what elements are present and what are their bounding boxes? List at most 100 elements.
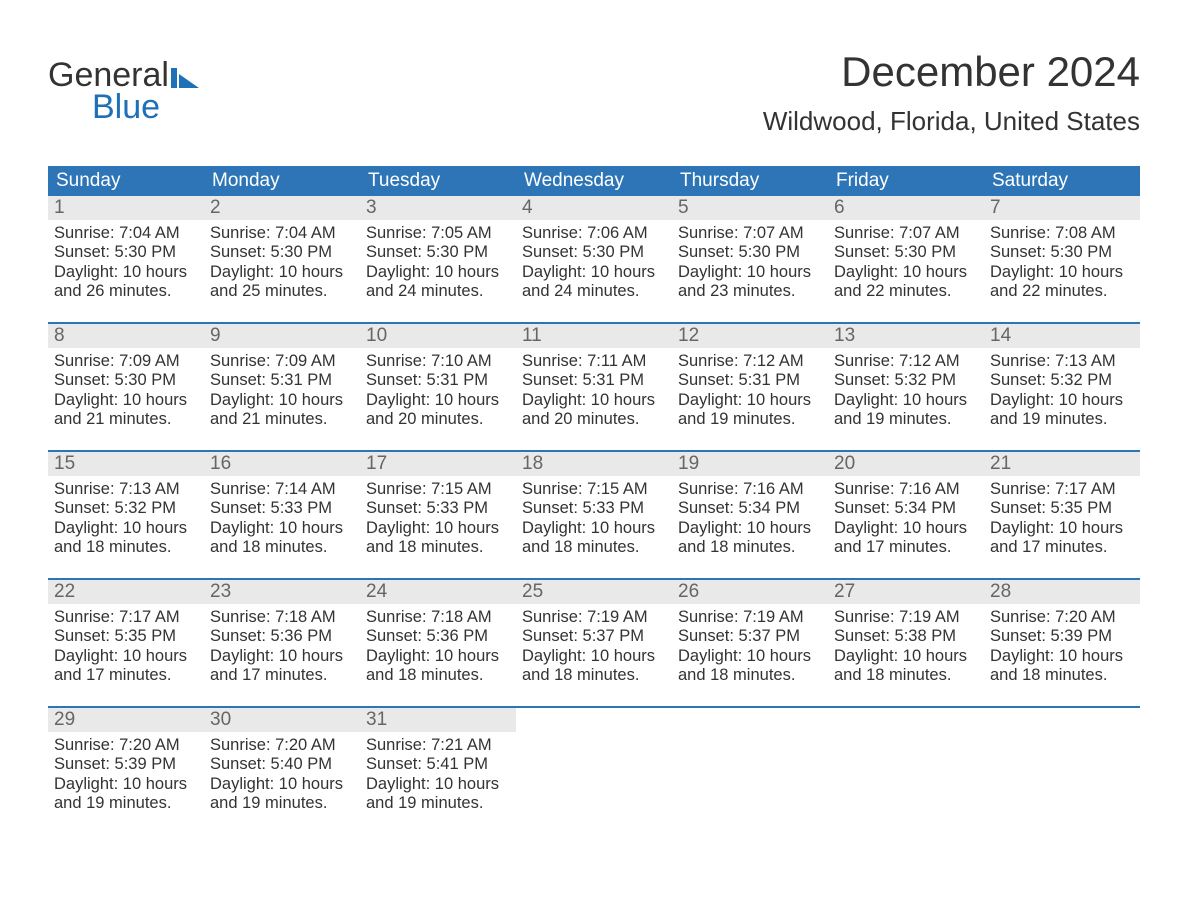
sunset-text: Sunset: 5:31 PM (366, 371, 510, 390)
header: General Blue December 2024 Wildwood, Flo… (48, 40, 1140, 150)
daylight-text-2: and 21 minutes. (210, 410, 354, 429)
day-cell: 28 Sunrise: 7:20 AMSunset: 5:39 PMDayligh… (984, 580, 1140, 692)
sunrise-text: Sunrise: 7:10 AM (366, 352, 510, 371)
sunset-text: Sunset: 5:30 PM (990, 243, 1134, 262)
day-cell: 5Sunrise: 7:07 AMSunset: 5:30 PMDaylight… (672, 196, 828, 308)
daylight-text-2: and 17 minutes. (990, 538, 1134, 557)
daylight-text-2: and 19 minutes. (210, 794, 354, 813)
daylight-text-1: Daylight: 10 hours (678, 263, 822, 282)
daylight-text-1: Daylight: 10 hours (366, 263, 510, 282)
daylight-text-1: Daylight: 10 hours (54, 775, 198, 794)
daylight-text-2: and 18 minutes. (522, 538, 666, 557)
daylight-text-1: Daylight: 10 hours (990, 391, 1134, 410)
week-row: 15Sunrise: 7:13 AMSunset: 5:32 PMDayligh… (48, 450, 1140, 564)
dow-friday: Friday (828, 170, 984, 192)
sunrise-text: Sunrise: 7:04 AM (54, 224, 198, 243)
logo-text-2: Blue (48, 90, 199, 124)
sunrise-text: Sunrise: 7:20 AM (210, 736, 354, 755)
day-details: Sunrise: 7:16 AMSunset: 5:34 PMDaylight:… (678, 480, 822, 558)
sunrise-text: Sunrise: 7:06 AM (522, 224, 666, 243)
day-cell: 6Sunrise: 7:07 AMSunset: 5:30 PMDaylight… (828, 196, 984, 308)
day-cell: 22Sunrise: 7:17 AMSunset: 5:35 PMDayligh… (48, 580, 204, 692)
sunset-text: Sunset: 5:31 PM (210, 371, 354, 390)
sunrise-text: Sunrise: 7:09 AM (210, 352, 354, 371)
day-details: Sunrise: 7:06 AMSunset: 5:30 PMDaylight:… (522, 224, 666, 302)
day-cell: 15Sunrise: 7:13 AMSunset: 5:32 PMDayligh… (48, 452, 204, 564)
daylight-text-1: Daylight: 10 hours (834, 263, 978, 282)
logo-flag-icon (171, 60, 199, 94)
day-number: 15 (48, 452, 204, 476)
day-number: 21 (984, 452, 1140, 476)
day-number: 3 (360, 196, 516, 220)
day-details: Sunrise: 7:20 AMSunset: 5:39 PMDaylight:… (990, 608, 1134, 686)
day-cell: 30Sunrise: 7:20 AMSunset: 5:40 PMDayligh… (204, 708, 360, 820)
daylight-text-2: and 19 minutes. (990, 410, 1134, 429)
day-number: 5 (672, 196, 828, 220)
daylight-text-2: and 22 minutes. (834, 282, 978, 301)
day-details: Sunrise: 7:09 AMSunset: 5:30 PMDaylight:… (54, 352, 198, 430)
day-details: Sunrise: 7:17 AMSunset: 5:35 PMDaylight:… (990, 480, 1134, 558)
sunset-text: Sunset: 5:38 PM (834, 627, 978, 646)
dow-monday: Monday (204, 170, 360, 192)
sunrise-text: Sunrise: 7:14 AM (210, 480, 354, 499)
day-of-week-header: Sunday Monday Tuesday Wednesday Thursday… (48, 166, 1140, 196)
daylight-text-2: and 25 minutes. (210, 282, 354, 301)
page-subtitle: Wildwood, Florida, United States (763, 106, 1140, 137)
daylight-text-2: and 17 minutes. (834, 538, 978, 557)
sunset-text: Sunset: 5:41 PM (366, 755, 510, 774)
dow-tuesday: Tuesday (360, 170, 516, 192)
sunrise-text: Sunrise: 7:15 AM (366, 480, 510, 499)
daylight-text-1: Daylight: 10 hours (210, 263, 354, 282)
day-number: 28 (984, 580, 1140, 604)
day-details: Sunrise: 7:13 AMSunset: 5:32 PMDaylight:… (990, 352, 1134, 430)
day-cell: 18Sunrise: 7:15 AMSunset: 5:33 PMDayligh… (516, 452, 672, 564)
day-cell: 9Sunrise: 7:09 AMSunset: 5:31 PMDaylight… (204, 324, 360, 436)
day-number: 20 (828, 452, 984, 476)
day-number: 6 (828, 196, 984, 220)
day-details: Sunrise: 7:04 AMSunset: 5:30 PMDaylight:… (54, 224, 198, 302)
sunset-text: Sunset: 5:30 PM (54, 371, 198, 390)
sunset-text: Sunset: 5:39 PM (54, 755, 198, 774)
daylight-text-2: and 18 minutes. (366, 538, 510, 557)
daylight-text-1: Daylight: 10 hours (54, 519, 198, 538)
sunset-text: Sunset: 5:39 PM (990, 627, 1134, 646)
day-cell: 13Sunrise: 7:12 AMSunset: 5:32 PMDayligh… (828, 324, 984, 436)
day-cell: 17Sunrise: 7:15 AMSunset: 5:33 PMDayligh… (360, 452, 516, 564)
sunrise-text: Sunrise: 7:20 AM (54, 736, 198, 755)
daylight-text-2: and 23 minutes. (678, 282, 822, 301)
daylight-text-1: Daylight: 10 hours (210, 391, 354, 410)
daylight-text-1: Daylight: 10 hours (210, 775, 354, 794)
sunset-text: Sunset: 5:34 PM (834, 499, 978, 518)
page-title: December 2024 (841, 48, 1140, 96)
day-cell: 7Sunrise: 7:08 AMSunset: 5:30 PMDaylight… (984, 196, 1140, 308)
sunrise-text: Sunrise: 7:12 AM (678, 352, 822, 371)
day-number: 31 (360, 708, 516, 732)
daylight-text-2: and 17 minutes. (210, 666, 354, 685)
sunset-text: Sunset: 5:33 PM (522, 499, 666, 518)
day-cell: 29Sunrise: 7:20 AMSunset: 5:39 PMDayligh… (48, 708, 204, 820)
sunset-text: Sunset: 5:31 PM (522, 371, 666, 390)
day-number: 12 (672, 324, 828, 348)
daylight-text-1: Daylight: 10 hours (522, 391, 666, 410)
day-cell: 3Sunrise: 7:05 AMSunset: 5:30 PMDaylight… (360, 196, 516, 308)
calendar-page: General Blue December 2024 Wildwood, Flo… (0, 0, 1188, 918)
day-details: Sunrise: 7:16 AMSunset: 5:34 PMDaylight:… (834, 480, 978, 558)
sunset-text: Sunset: 5:31 PM (678, 371, 822, 390)
day-details: Sunrise: 7:04 AMSunset: 5:30 PMDaylight:… (210, 224, 354, 302)
day-details: Sunrise: 7:18 AMSunset: 5:36 PMDaylight:… (210, 608, 354, 686)
day-cell: 20 Sunrise: 7:16 AMSunset: 5:34 PMDayligh… (828, 452, 984, 564)
daylight-text-2: and 19 minutes. (834, 410, 978, 429)
sunset-text: Sunset: 5:30 PM (522, 243, 666, 262)
sunset-text: Sunset: 5:30 PM (210, 243, 354, 262)
daylight-text-2: and 21 minutes. (54, 410, 198, 429)
daylight-text-1: Daylight: 10 hours (366, 391, 510, 410)
day-details: Sunrise: 7:14 AMSunset: 5:33 PMDaylight:… (210, 480, 354, 558)
sunrise-text: Sunrise: 7:17 AM (54, 608, 198, 627)
day-number: 25 (516, 580, 672, 604)
day-number: 7 (984, 196, 1140, 220)
day-cell: 12Sunrise: 7:12 AMSunset: 5:31 PMDayligh… (672, 324, 828, 436)
sunrise-text: Sunrise: 7:04 AM (210, 224, 354, 243)
week-row: 29Sunrise: 7:20 AMSunset: 5:39 PMDayligh… (48, 706, 1140, 820)
sunset-text: Sunset: 5:30 PM (366, 243, 510, 262)
day-details: Sunrise: 7:20 AMSunset: 5:39 PMDaylight:… (54, 736, 198, 814)
